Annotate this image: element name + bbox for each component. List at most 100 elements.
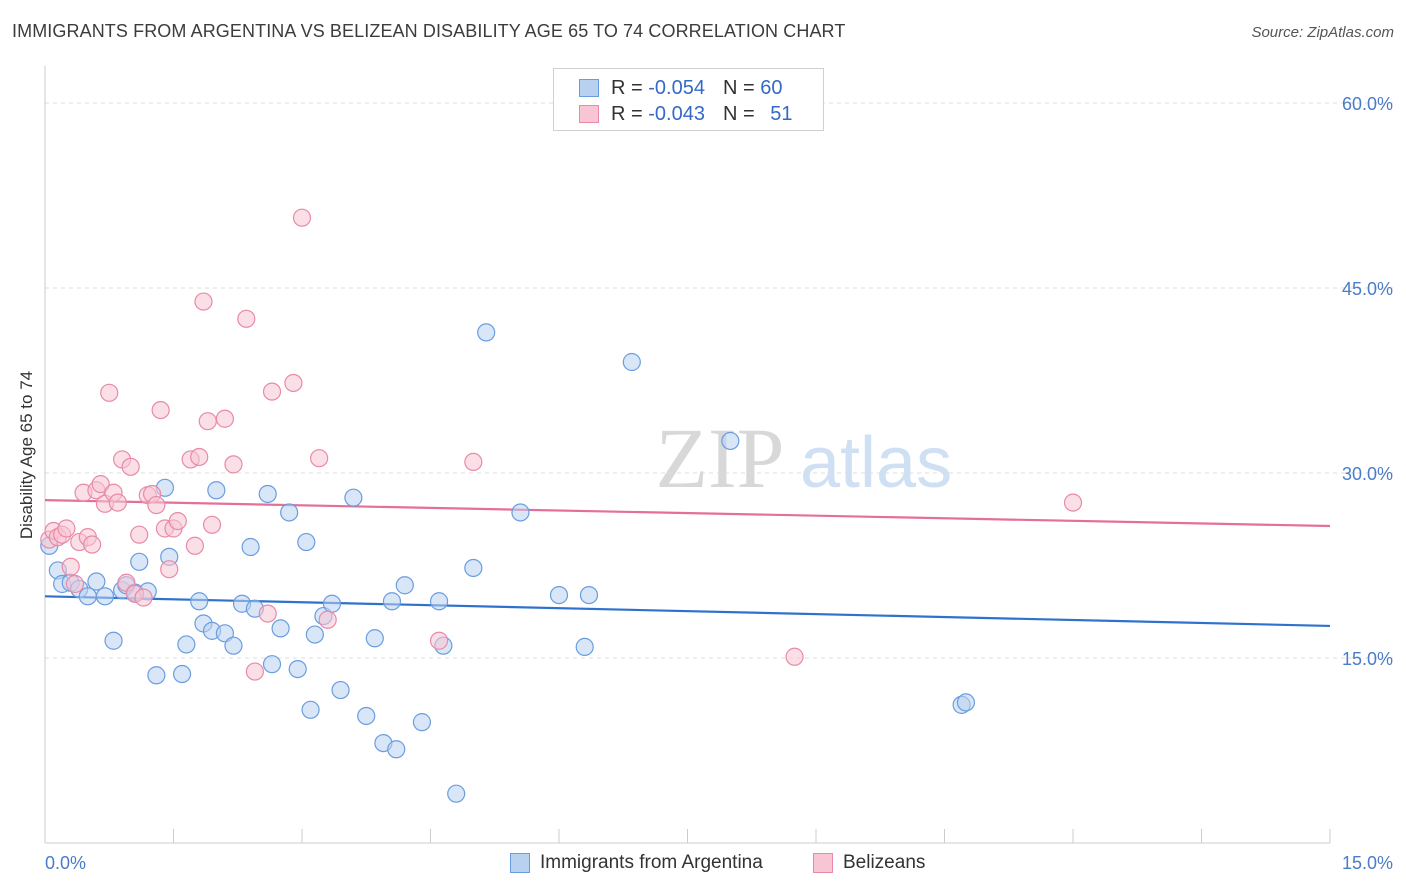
argentina-point: [357, 706, 376, 726]
belizeans-point: [785, 647, 804, 666]
argentina-point: [271, 619, 290, 638]
belizeans-point: [262, 382, 282, 401]
belizeans-point: [61, 557, 80, 576]
argentina-point: [511, 503, 530, 522]
argentina-point: [575, 637, 594, 657]
legend-r-value: -0.054: [648, 76, 705, 99]
argentina-point: [331, 680, 350, 700]
belizeans-point: [83, 535, 102, 554]
series-name-argentina: Immigrants from Argentina: [540, 852, 763, 873]
belizeans-point: [1063, 493, 1083, 512]
watermark-atlas: atlas: [800, 423, 952, 503]
series-swatch-belizeans: [813, 853, 833, 873]
belizeans-point: [198, 412, 217, 431]
legend-r-label: R =: [611, 102, 649, 125]
belizeans-point: [160, 560, 179, 579]
series-name-belizeans: Belizeans: [843, 852, 926, 873]
x-tick-label: 0.0%: [45, 853, 86, 873]
argentina-point: [297, 532, 316, 552]
argentina-point: [395, 576, 414, 595]
argentina-point: [579, 585, 599, 605]
y-tick-label: 60.0%: [1342, 94, 1393, 114]
belizeans-point: [91, 475, 110, 494]
series-legend-argentina[interactable]: Immigrants from Argentina: [510, 852, 763, 874]
argentina-point: [172, 664, 192, 684]
belizeans-point: [237, 309, 256, 328]
argentina-point: [365, 629, 384, 648]
legend-swatch-argentina: [579, 79, 599, 97]
belizeans-point: [190, 447, 209, 467]
belizeans-point: [134, 588, 153, 607]
argentina-point: [956, 693, 976, 712]
belizeans-point: [292, 208, 312, 227]
argentina-point: [387, 740, 406, 759]
legend-row-argentina: R = -0.054 N = 60: [579, 77, 782, 99]
source-credit: Source: ZipAtlas.com: [1251, 24, 1394, 41]
belizeans-point: [284, 373, 303, 393]
argentina-point: [280, 503, 299, 522]
argentina-point: [147, 666, 166, 685]
belizeans-point: [194, 292, 213, 311]
series-legend: Immigrants from Argentina Belizeans: [0, 852, 1406, 876]
legend-row-belizeans: R = -0.043 N = 51: [579, 103, 792, 125]
belizeans-point: [429, 631, 449, 650]
belizeans-point: [65, 574, 85, 594]
belizeans-point: [202, 515, 222, 534]
belizeans-point: [147, 495, 166, 515]
correlation-legend: R = -0.054 N = 60 R = -0.043 N = 51: [553, 68, 824, 131]
argentina-point: [464, 558, 483, 578]
series-swatch-argentina: [510, 853, 530, 873]
argentina-point: [477, 323, 496, 342]
argentina-point: [241, 537, 260, 557]
argentina-point: [130, 552, 149, 571]
x-tick-labels: 0.0% 15.0%: [45, 853, 1393, 873]
belizeans-point: [151, 401, 170, 420]
y-tick-label: 15.0%: [1342, 649, 1393, 669]
belizeans-point: [57, 519, 76, 538]
argentina-point: [87, 572, 106, 591]
legend-r-value: -0.043: [648, 102, 705, 125]
legend-r-label: R =: [611, 76, 649, 99]
argentina-point: [412, 713, 432, 732]
argentina-point: [258, 484, 277, 504]
argentina-point: [207, 481, 226, 500]
x-tick-label: 15.0%: [1342, 853, 1393, 873]
argentina-point: [305, 625, 324, 644]
series-legend-belizeans[interactable]: Belizeans: [813, 852, 925, 874]
legend-n-label: N =: [722, 76, 761, 99]
argentina-point: [262, 655, 282, 674]
argentina-point: [622, 352, 641, 372]
belizeans-point: [258, 604, 277, 623]
belizeans-point: [100, 383, 119, 402]
belizeans-point: [121, 457, 140, 476]
argentina-point: [549, 585, 569, 605]
legend-n-value: 60: [760, 76, 783, 99]
belizeans-point: [224, 455, 243, 474]
belizeans-point: [108, 493, 127, 512]
argentina-point: [104, 631, 123, 650]
y-tick-label: 30.0%: [1342, 464, 1393, 484]
y-tick-label: 45.0%: [1342, 279, 1393, 299]
belizeans-point: [310, 449, 329, 468]
chart-title: IMMIGRANTS FROM ARGENTINA VS BELIZEAN DI…: [12, 21, 846, 41]
watermark-zip: ZIP: [656, 410, 785, 506]
belizeans-point: [130, 525, 149, 544]
belizeans-point: [318, 610, 337, 629]
legend-n-label: N =: [722, 102, 761, 125]
argentina-point: [447, 784, 466, 803]
argentina-point: [95, 587, 115, 606]
legend-n-value: 51: [770, 102, 793, 125]
argentina-point: [322, 594, 342, 613]
belizeans-point: [168, 511, 187, 531]
belizeans-point: [215, 409, 234, 428]
argentina-point: [721, 431, 740, 451]
argentina-point: [344, 488, 363, 507]
argentina-point: [429, 592, 449, 611]
argentina-point: [177, 635, 196, 654]
belizeans-point: [464, 452, 483, 471]
argentina-point: [190, 592, 209, 611]
axes: [44, 66, 1331, 844]
argentina-point: [301, 700, 320, 719]
legend-swatch-belizeans: [579, 105, 599, 123]
